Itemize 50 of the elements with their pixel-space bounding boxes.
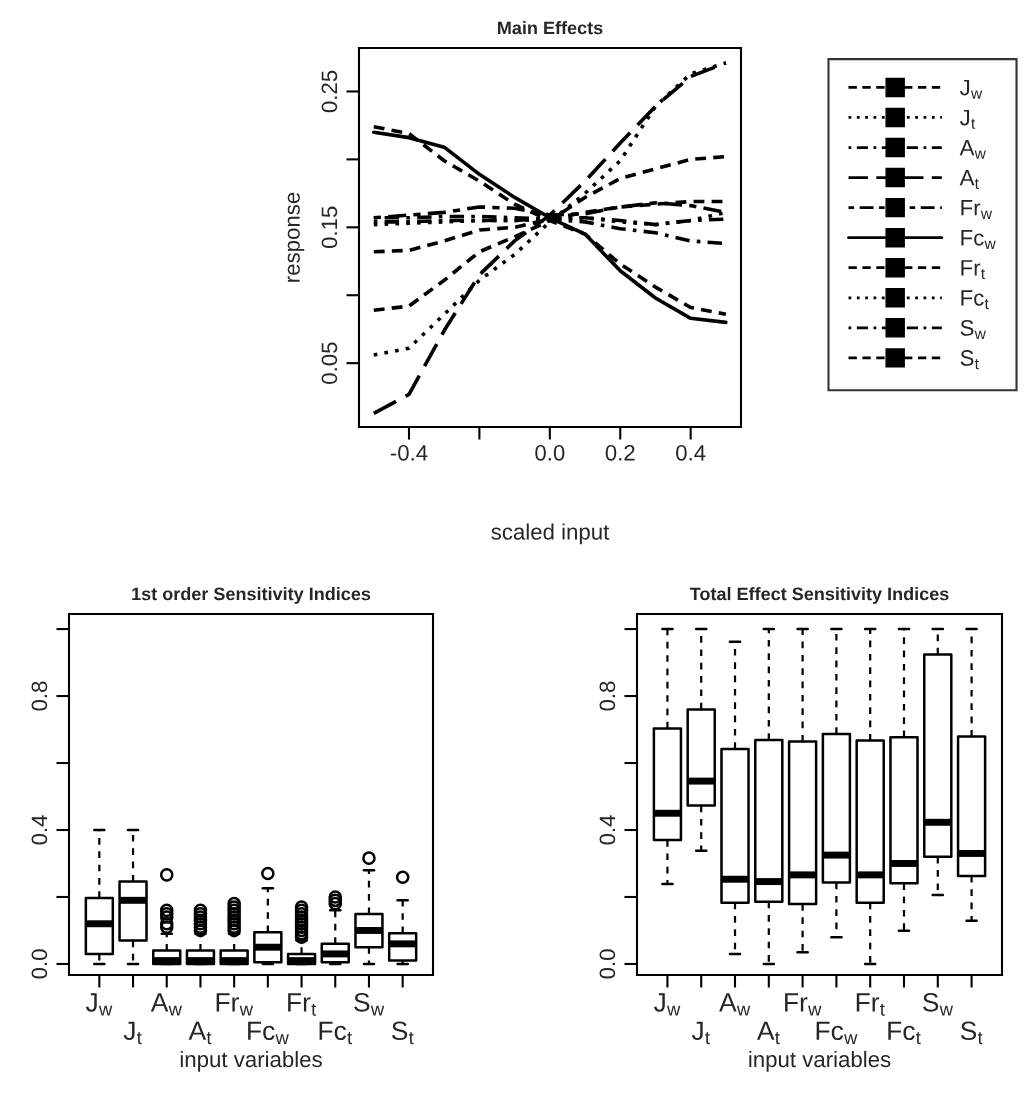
y-tick-label: 0.0 — [31, 949, 48, 979]
y-tick-label: 0.4 — [31, 815, 48, 845]
legend-label: Fc$_{w}$ — [961, 230, 996, 249]
chart-title: 1st order Sensitivity Indices — [132, 587, 371, 604]
x-tick-label: Fr$_{w}$ — [216, 993, 254, 1016]
x-tick-label: Fc$_{t}$ — [888, 1021, 921, 1045]
chart-title: Total Effect Sensitivity Indices — [689, 587, 949, 604]
x-tick-label: A$_{t}$ — [756, 1021, 780, 1045]
legend-label: J$_{t}$ — [959, 109, 976, 129]
x-tick-label: Fc$_{w}$ — [816, 1021, 858, 1045]
x-tick-label: J$_{t}$ — [123, 1021, 142, 1045]
x-axis-title: input variables — [749, 1050, 891, 1072]
x-tick-label: 0.4 — [676, 444, 706, 461]
x-tick-label: S$_{t}$ — [960, 1021, 983, 1045]
legend-label: A$_{w}$ — [959, 139, 986, 159]
legend-label: Fr$_{w}$ — [961, 200, 993, 219]
y-tick-label: 0.8 — [31, 681, 48, 711]
y-tick-label: 0.0 — [599, 949, 616, 979]
legend-label: A$_{t}$ — [959, 170, 979, 189]
x-tick-label: J$_{t}$ — [691, 1021, 710, 1045]
x-tick-label: J$_{w}$ — [653, 993, 681, 1016]
x-tick-label: S$_{w}$ — [354, 993, 385, 1016]
x-tick-label: 0.2 — [605, 444, 635, 461]
legend-label: Fr$_{t}$ — [961, 260, 986, 280]
x-axis-title: input variables — [180, 1050, 322, 1072]
x-tick-label: A$_{w}$ — [150, 993, 183, 1016]
x-tick-label: Fr$_{w}$ — [785, 993, 822, 1016]
x-tick-label: S$_{w}$ — [923, 993, 954, 1016]
y-tick-label: 0.05 — [321, 342, 338, 384]
x-tick-label: Fc$_{w}$ — [248, 1021, 289, 1045]
x-tick-label: A$_{w}$ — [719, 993, 751, 1016]
x-tick-label: 0.0 — [535, 444, 565, 461]
x-tick-label: S$_{t}$ — [391, 1021, 414, 1045]
y-tick-label: 0.4 — [599, 815, 616, 845]
legend-label: Fc$_{t}$ — [961, 290, 989, 310]
y-tick-label: 0.8 — [599, 681, 616, 711]
y-axis-title: response — [287, 192, 305, 282]
x-tick-label: Fr$_{t}$ — [288, 993, 317, 1016]
x-tick-label: Fr$_{t}$ — [856, 993, 885, 1016]
legend-label: J$_{w}$ — [959, 79, 983, 99]
y-tick-label: 0.15 — [321, 206, 338, 249]
y-tick-label: 0.25 — [321, 70, 338, 113]
x-tick-label: Fc$_{t}$ — [319, 1021, 352, 1045]
chart-title: Main Effects — [498, 21, 603, 35]
x-tick-label: A$_{t}$ — [188, 1021, 212, 1045]
x-tick-label: J$_{w}$ — [85, 993, 113, 1016]
legend-label: S$_{t}$ — [960, 350, 979, 370]
x-tick-label: -0.4 — [390, 444, 428, 461]
x-axis-title: scaled input — [491, 523, 610, 545]
legend-label: S$_{w}$ — [960, 320, 986, 340]
